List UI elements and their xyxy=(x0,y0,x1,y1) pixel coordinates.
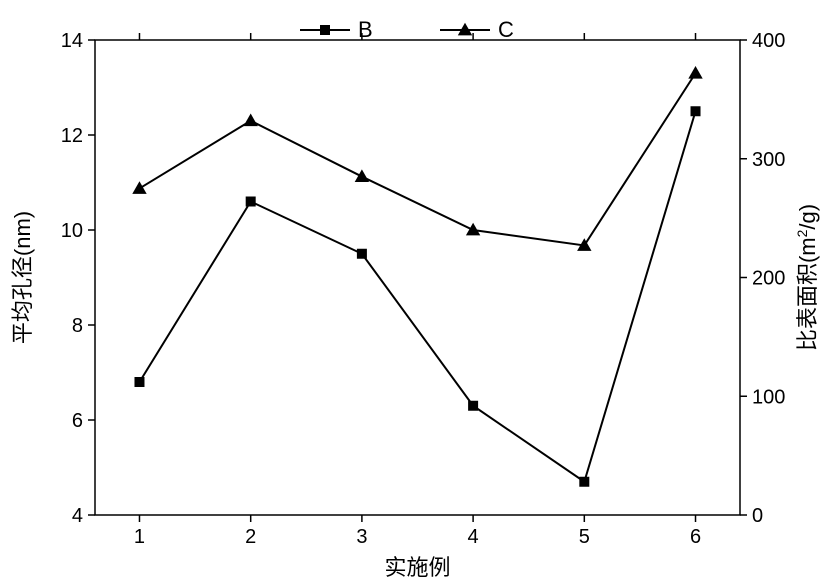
series-line-C xyxy=(139,73,695,245)
chart-svg: 123456实施例468101214平均孔径(nm)0100200300400比… xyxy=(0,0,833,587)
marker-triangle xyxy=(466,223,480,236)
yl-tick-label: 12 xyxy=(61,125,83,147)
marker-square xyxy=(691,106,701,116)
x-tick-label: 4 xyxy=(468,526,479,548)
y-right-axis-title: 比表面积(m2/g) xyxy=(794,204,820,351)
yr-tick-label: 0 xyxy=(752,505,763,527)
legend-label: B xyxy=(358,17,373,42)
y-left-axis-title: 平均孔径(nm) xyxy=(10,211,35,344)
legend-square-icon xyxy=(320,25,330,35)
yr-tick-label: 300 xyxy=(752,149,785,171)
x-tick-label: 6 xyxy=(690,526,701,548)
yl-tick-label: 14 xyxy=(61,30,83,52)
yl-tick-label: 4 xyxy=(72,505,83,527)
plot-border xyxy=(95,40,740,515)
marker-triangle xyxy=(688,66,702,79)
yl-tick-label: 10 xyxy=(61,220,83,242)
marker-triangle xyxy=(132,181,146,194)
y-right-axis-title-group: 比表面积(m2/g) xyxy=(794,204,820,351)
series-line-B xyxy=(139,111,695,482)
yl-tick-label: 8 xyxy=(72,315,83,337)
marker-square xyxy=(579,477,589,487)
marker-square xyxy=(246,197,256,207)
marker-square xyxy=(357,249,367,259)
yr-tick-label: 100 xyxy=(752,386,785,408)
yl-tick-label: 6 xyxy=(72,410,83,432)
marker-triangle xyxy=(243,114,257,127)
marker-triangle xyxy=(355,169,369,182)
yr-tick-label: 200 xyxy=(752,268,785,290)
yr-tick-label: 400 xyxy=(752,30,785,52)
x-tick-label: 2 xyxy=(245,526,256,548)
marker-square xyxy=(134,377,144,387)
x-tick-label: 3 xyxy=(356,526,367,548)
x-tick-label: 1 xyxy=(134,526,145,548)
x-axis-title: 实施例 xyxy=(384,555,450,580)
marker-square xyxy=(468,401,478,411)
legend-label: C xyxy=(498,17,514,42)
chart-container: 123456实施例468101214平均孔径(nm)0100200300400比… xyxy=(0,0,833,587)
x-tick-label: 5 xyxy=(579,526,590,548)
